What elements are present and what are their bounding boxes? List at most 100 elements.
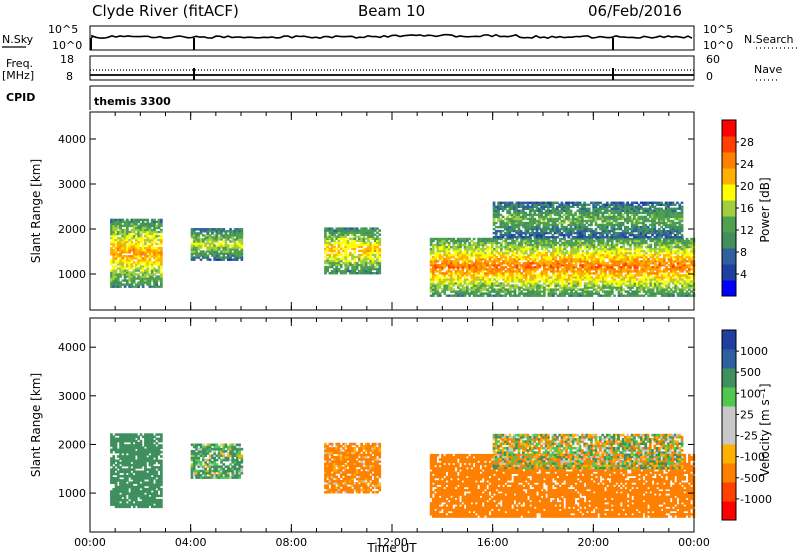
data-cell: [124, 283, 127, 285]
nsearch-label: N.Search: [744, 33, 794, 46]
data-cell: [602, 295, 605, 297]
data-cell: [475, 270, 478, 272]
data-cell: [446, 295, 449, 297]
data-cell: [326, 254, 329, 256]
data-cell: [663, 280, 666, 282]
data-cell: [547, 232, 550, 234]
data-cell: [690, 246, 693, 248]
data-cell: [360, 262, 363, 264]
data-cell: [613, 244, 616, 246]
data-cell: [677, 295, 680, 297]
data-cell: [331, 270, 334, 272]
data-cell: [527, 218, 530, 220]
data-cell: [677, 272, 680, 274]
data-cell: [225, 250, 228, 252]
data-cell: [338, 262, 341, 264]
data-cell: [602, 254, 605, 256]
data-cell: [443, 260, 446, 262]
data-cell: [527, 278, 530, 280]
data-cell: [491, 260, 494, 262]
data-cell: [119, 267, 122, 269]
data-cell: [218, 259, 221, 261]
data-cell: [520, 236, 523, 238]
data-cell: [511, 260, 514, 262]
data-cell: [333, 272, 336, 274]
data-cell: [588, 228, 591, 230]
data-cell: [606, 218, 609, 220]
data-cell: [613, 268, 616, 270]
data-cell: [593, 240, 596, 242]
data-cell: [548, 274, 551, 276]
data-cell: [557, 288, 560, 290]
data-cell: [354, 227, 357, 229]
data-cell: [561, 220, 564, 222]
data-cell: [574, 212, 577, 214]
data-cell: [656, 252, 659, 254]
data-cell: [529, 246, 532, 248]
data-cell: [550, 240, 553, 242]
data-cell: [599, 216, 602, 218]
data-cell: [557, 284, 560, 286]
data-cell: [536, 202, 539, 204]
data-cell: [679, 295, 682, 297]
data-cell: [144, 247, 147, 249]
data-cell: [690, 290, 693, 292]
data-cell: [155, 275, 158, 277]
data-cell: [124, 255, 127, 257]
data-cell: [563, 236, 566, 238]
data-cell: [331, 227, 334, 229]
data-cell: [579, 212, 582, 214]
data-cell: [520, 210, 523, 212]
data-cell: [131, 286, 134, 288]
data-cell: [358, 272, 361, 274]
data-cell: [613, 270, 616, 272]
data-cell: [372, 262, 375, 264]
data-cell: [193, 240, 196, 242]
data-cell: [656, 260, 659, 262]
data-cell: [137, 286, 140, 288]
data-cell: [572, 292, 575, 294]
data-cell: [647, 276, 650, 278]
data-cell: [647, 254, 650, 256]
data-cell: [529, 284, 532, 286]
data-cell: [511, 270, 514, 272]
nsky-label: N.Sky: [2, 33, 34, 46]
data-cell: [549, 228, 552, 230]
data-cell: [520, 216, 523, 218]
data-cell: [443, 238, 446, 240]
data-cell: [493, 202, 496, 204]
data-cell: [677, 286, 680, 288]
data-cell: [595, 202, 598, 204]
data-cell: [620, 270, 623, 272]
data-cell: [574, 232, 577, 234]
data-cell: [599, 236, 602, 238]
data-cell: [613, 286, 616, 288]
data-cell: [158, 267, 161, 269]
data-cell: [491, 270, 494, 272]
data-cell: [670, 260, 673, 262]
data-cell: [534, 246, 537, 248]
data-cell: [611, 284, 614, 286]
data-cell: [606, 236, 609, 238]
data-cell: [567, 228, 570, 230]
data-cell: [365, 254, 368, 256]
data-cell: [498, 278, 501, 280]
data-cell: [572, 214, 575, 216]
data-cell: [654, 295, 657, 297]
data-cell: [218, 236, 221, 238]
data-cell: [543, 278, 546, 280]
data-cell: [117, 253, 120, 255]
data-cell: [459, 295, 462, 297]
data-cell: [475, 276, 478, 278]
data-cell: [592, 218, 595, 220]
data-cell: [568, 292, 571, 294]
data-cell: [568, 254, 571, 256]
data-cell: [489, 238, 492, 240]
data-cell: [505, 254, 508, 256]
data-cell: [231, 240, 234, 242]
data-cell: [112, 245, 115, 247]
data-cell: [618, 260, 621, 262]
data-cell: [502, 295, 505, 297]
data-cell: [459, 288, 462, 290]
